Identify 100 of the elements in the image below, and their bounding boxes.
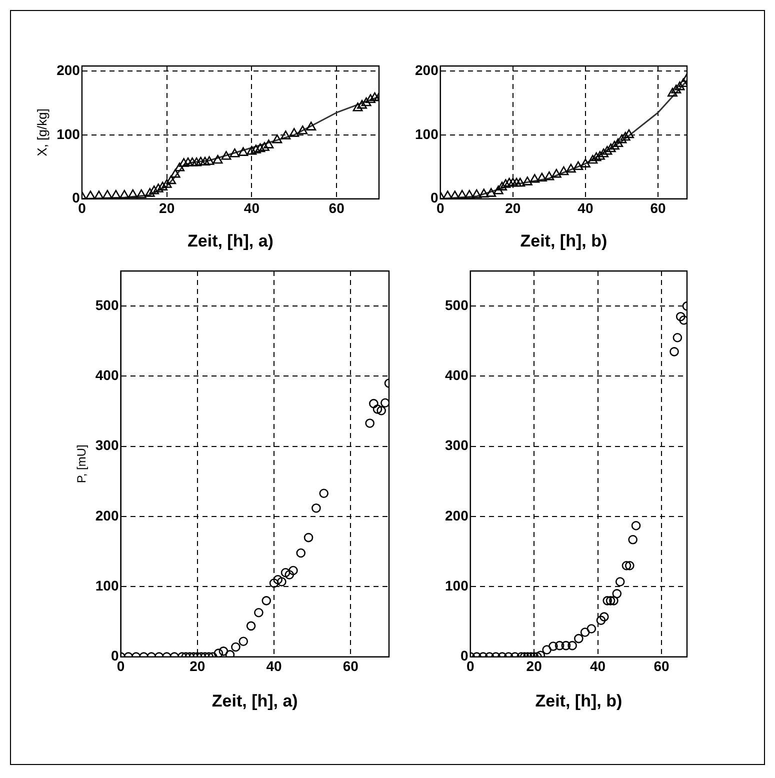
point (304, 532, 314, 542)
point (598, 148, 609, 158)
point (238, 147, 248, 156)
point (600, 612, 609, 622)
point (668, 88, 678, 97)
y-axis-title: P, [mU] (74, 444, 89, 484)
point (594, 151, 605, 160)
y-tick-label: 200 (56, 62, 80, 78)
point (558, 166, 569, 176)
y-tick-label: 300 (95, 437, 119, 454)
point (609, 140, 620, 150)
point (153, 184, 164, 192)
point (591, 152, 602, 162)
y-tick-label: 0 (110, 648, 119, 664)
point (230, 148, 240, 158)
point (170, 168, 180, 178)
y-tick-label: 400 (445, 367, 469, 384)
x-axis-title: Zeit, [h], b) (520, 231, 608, 250)
x-axis-title: Zeit, [h], a) (212, 691, 298, 710)
point (508, 178, 518, 187)
y-tick-label: 0 (72, 190, 80, 206)
point (542, 645, 552, 654)
point (602, 596, 612, 606)
x-tick-label: 40 (244, 200, 260, 216)
point (136, 189, 146, 198)
point (512, 178, 522, 187)
point (128, 189, 138, 198)
point (361, 97, 372, 106)
point (615, 577, 625, 586)
point (369, 398, 378, 408)
point (678, 78, 687, 88)
point (613, 138, 624, 148)
point (214, 648, 224, 657)
point (504, 178, 514, 187)
x-axis-title: Zeit, [h], b) (535, 691, 622, 710)
point (166, 175, 176, 184)
point (500, 179, 511, 188)
point (298, 125, 308, 134)
point (561, 640, 571, 650)
point (178, 158, 189, 167)
point (574, 634, 584, 644)
point (602, 146, 612, 155)
point (486, 188, 496, 197)
point (225, 650, 235, 657)
point (370, 92, 379, 102)
point (102, 190, 112, 199)
y-tick-label: 100 (56, 126, 80, 142)
point (457, 190, 468, 199)
point (628, 535, 638, 544)
point (586, 624, 596, 634)
point (273, 574, 283, 584)
point (497, 182, 507, 190)
point (588, 154, 598, 164)
point (631, 520, 641, 530)
point (296, 548, 306, 558)
y-tick-label: 200 (415, 62, 439, 78)
point (250, 144, 261, 154)
point (522, 176, 532, 186)
point (580, 628, 590, 637)
point (606, 596, 616, 606)
point (174, 162, 185, 172)
y-tick-label: 100 (445, 578, 469, 594)
point (196, 156, 206, 166)
point (551, 168, 562, 178)
point (376, 406, 386, 416)
point (464, 190, 474, 199)
x-tick-label: 20 (526, 658, 542, 674)
point (624, 129, 634, 138)
point (94, 190, 104, 199)
point (162, 179, 172, 188)
point (85, 190, 96, 199)
x-tick-label: 40 (266, 658, 282, 674)
x-tick-label: 20 (190, 658, 206, 674)
point (472, 189, 482, 198)
point (319, 488, 329, 498)
x-tick-label: 20 (159, 200, 175, 216)
y-tick-label: 100 (95, 578, 119, 594)
y-tick-label: 500 (445, 296, 469, 313)
point (357, 100, 368, 109)
point (204, 156, 214, 165)
point (609, 596, 618, 606)
point (144, 188, 155, 197)
point (259, 142, 270, 151)
x-tick-label: 40 (578, 200, 594, 216)
point (530, 174, 540, 183)
x-axis-title: Zeit, [h], a) (188, 231, 274, 250)
point (187, 157, 198, 166)
point (493, 185, 504, 194)
x-tick-label: 20 (505, 200, 521, 216)
point (221, 151, 232, 160)
point (183, 157, 194, 166)
point (264, 140, 274, 148)
point (110, 190, 121, 199)
point (622, 560, 632, 570)
point (606, 143, 616, 152)
point (277, 577, 286, 586)
point (284, 570, 294, 580)
point (246, 146, 257, 155)
point (515, 178, 526, 187)
point (566, 164, 576, 173)
